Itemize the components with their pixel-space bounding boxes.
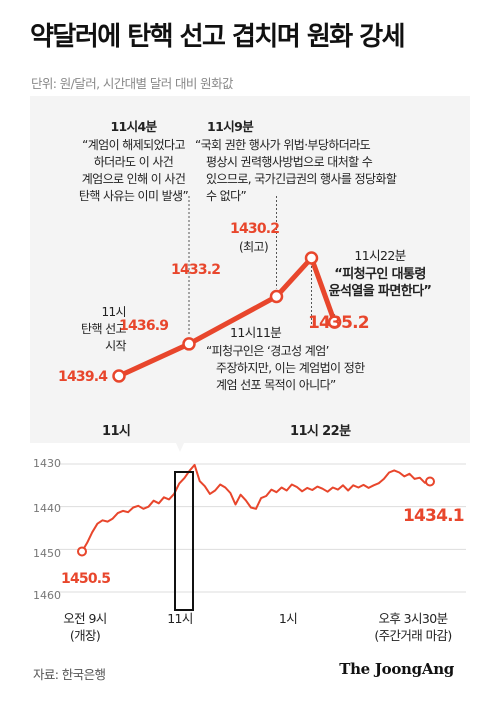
detail-data-point [112,369,126,383]
daily-series-line [81,463,431,553]
annotation-1111-line: 계엄 선포 목적이 아니다” [216,378,336,392]
chart-title: 약달러에 탄핵 선고 겹치며 원화 강세 [30,22,406,52]
annotation-1104: 11시4분 “계엄이 해제되었다고 하더라도 이 사건 계엄으로 인해 이 사건… [46,118,221,205]
annotation-peak-note: (최고) [239,240,269,254]
annotation-1122: 11시22분 “피청구인 대통령 윤석열을 파면한다” [300,247,460,300]
daily-line-chart [58,463,466,611]
y-tick-label: 1450 [33,547,61,560]
x-tick-line: 11시 [167,611,193,626]
x-tick-line: 오전 9시 [63,611,107,626]
detail-data-point [269,289,284,304]
detail-value-label: 1436.9 [119,318,169,334]
x-tick-label: 11시 [155,610,205,627]
annotation-1104-time: 11시4분 [110,119,157,134]
source-note: 자료: 한국은행 [33,667,106,682]
detail-data-point [327,315,342,329]
detail-value-label: 1430.2 [230,221,280,237]
annotation-1111: 11시11분 “피청구인은 ‘경고성 계엄’ 주장하지만, 이는 계엄법이 정한… [206,324,426,394]
x-tick-line: (개장) [69,628,101,643]
annotation-1109-time: 11시9분 [207,119,254,134]
annotation-1104-line: “계엄이 해제되었다고 [82,138,185,152]
detail-value-label: 1439.4 [58,369,108,385]
unit-label: 단위: 원/달러, 시간대별 달러 대비 원화값 [31,76,233,91]
detail-value-label: 1435.2 [308,313,370,333]
annotation-1122-time: 11시22분 [354,248,406,263]
annotation-1111-line: 주장하지만, 이는 계엄법이 정한 [216,361,365,375]
y-tick-label: 1460 [33,589,61,602]
annotation-1111-line: “피청구인은 ‘경고성 계엄’ [206,344,329,358]
annotation-1122-line: 윤석열을 파면한다” [328,284,432,299]
annotation-1104-line: 계엄으로 인해 이 사건 [81,172,186,186]
detail-data-point [304,251,319,265]
callout-pointer [176,443,184,452]
detail-x-label-11: 11시 [102,424,131,439]
annotation-1111-time: 11시11분 [230,325,282,340]
annotation-1109-line: 평상시 권력행사방법으로 대처할 수 [206,155,373,169]
end-point [425,476,435,487]
x-tick-label: 1시 [268,610,308,627]
y-tick-label: 1430 [33,457,61,470]
detail-x-label-1122: 11시 22분 [290,424,351,439]
publisher-logo: The JoongAng [339,660,454,678]
x-tick-line: 오후 3시30분 [378,611,448,626]
annotation-1104-line: 탄핵 사유는 이미 발생” [78,189,189,203]
start-value-label: 1450.5 [61,571,111,587]
x-tick-line: 1시 [278,611,298,626]
annotation-1109: 11시9분 “국회 권한 행사가 위법·부당하더라도 평상시 권력행사방법으로 … [195,118,455,205]
annotation-1109-line: “국회 권한 행사가 위법·부당하더라도 [195,138,371,152]
detail-panel: 11시4분 “계엄이 해제되었다고 하더라도 이 사건 계엄으로 인해 이 사건… [30,96,470,452]
annotation-1100-line: 시작 [105,339,126,353]
annotation-1100: 11시 탄핵 선고 시작 [44,304,127,355]
detail-value-label: 1433.2 [171,262,221,278]
x-tick-label: 오후 3시30분 (주간거래 마감) [354,610,472,644]
y-tick-label: 1440 [33,502,61,515]
x-tick-line: (주간거래 마감) [374,628,452,643]
detail-data-point [182,337,196,351]
detail-line-chart [112,196,342,452]
start-point [77,546,87,557]
end-value-label: 1434.1 [403,506,465,526]
annotation-1109-line: 수 없다” [206,189,247,203]
annotation-1100-line: 11시 [101,305,126,319]
annotation-1100-line: 탄핵 선고 [81,322,127,336]
annotation-1109-line: 있으므로, 국가긴급권의 행사를 정당화할 [206,172,397,186]
x-tick-label: 오전 9시 (개장) [45,610,125,644]
highlight-box-11 [174,471,194,611]
annotation-1104-line: 하더라도 이 사건 [93,155,174,169]
annotation-1122-line: “피청구인 대통령 [334,267,426,282]
